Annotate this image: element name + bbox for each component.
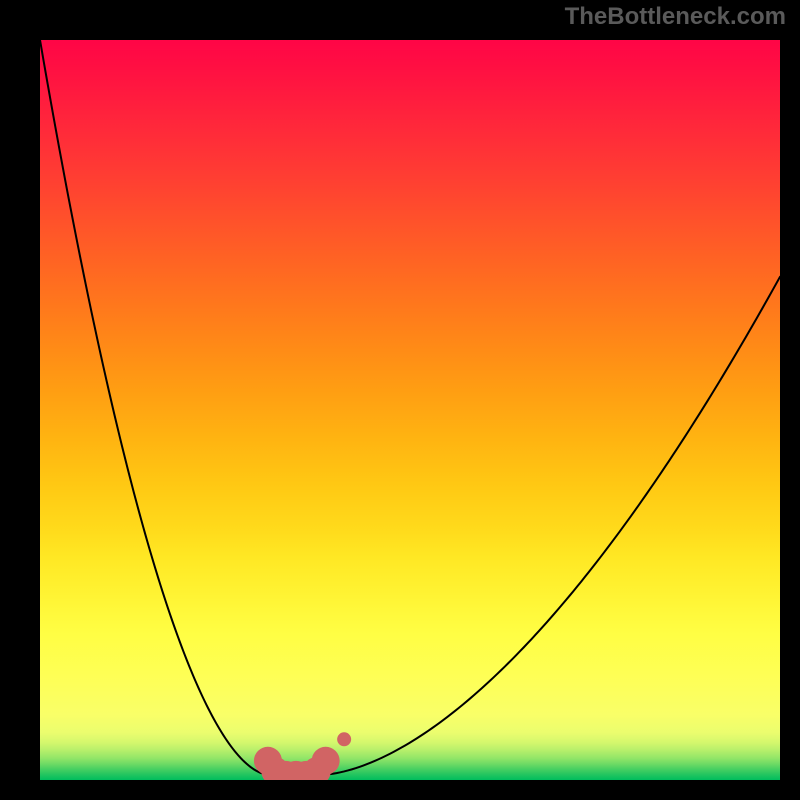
watermark-text: TheBottleneck.com: [565, 3, 786, 31]
chart-svg: [40, 40, 780, 780]
marker-dot: [337, 732, 351, 746]
figure-container: TheBottleneck.com: [0, 0, 800, 800]
plot-area: [40, 40, 780, 780]
marker-dot: [312, 747, 340, 775]
gradient-background: [40, 40, 780, 780]
